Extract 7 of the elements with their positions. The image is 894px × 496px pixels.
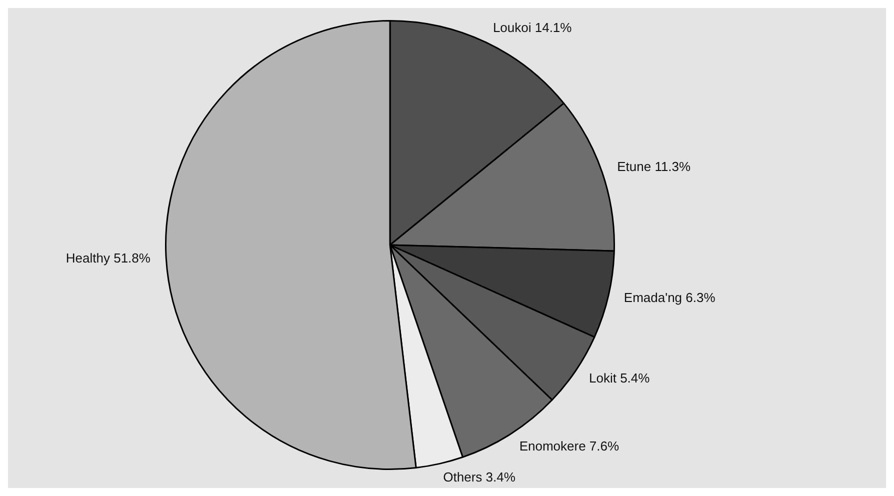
slice-label: Enomokere 7.6% (519, 438, 620, 454)
slice-label: Loukoi 14.1% (492, 20, 572, 35)
slice-label: Others 3.4% (443, 470, 516, 485)
slice-label: Healthy 51.8% (66, 250, 151, 266)
slice-label: Emada'ng 6.3% (624, 290, 716, 306)
slice-label: Lokit 5.4% (589, 370, 650, 386)
slice-label: Etune 11.3% (617, 159, 692, 174)
